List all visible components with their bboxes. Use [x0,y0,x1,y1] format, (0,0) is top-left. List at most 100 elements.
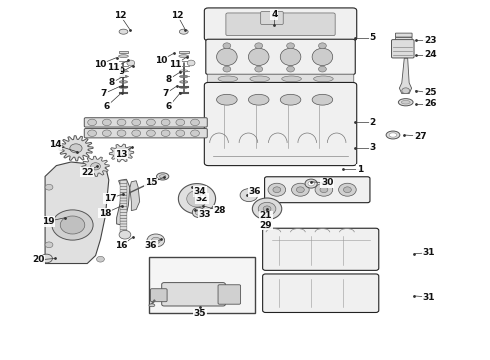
FancyBboxPatch shape [261,12,283,24]
Text: 34: 34 [194,187,206,196]
FancyBboxPatch shape [120,189,127,192]
Text: 3: 3 [369,143,375,152]
FancyBboxPatch shape [226,13,335,36]
Text: 5: 5 [369,33,375,42]
Ellipse shape [147,130,155,136]
Text: 36: 36 [248,187,261,196]
FancyBboxPatch shape [263,228,379,270]
Ellipse shape [282,76,301,82]
Polygon shape [178,184,216,214]
Ellipse shape [149,304,155,307]
Polygon shape [82,156,109,176]
Text: 10: 10 [154,56,167,65]
Circle shape [402,88,410,94]
Circle shape [45,184,53,190]
Ellipse shape [179,55,189,58]
FancyBboxPatch shape [120,215,127,218]
Circle shape [52,210,93,240]
Polygon shape [109,144,134,162]
FancyBboxPatch shape [120,212,127,215]
FancyBboxPatch shape [395,37,412,41]
Polygon shape [117,179,130,225]
Circle shape [151,237,160,244]
FancyBboxPatch shape [120,230,127,233]
Ellipse shape [217,94,237,105]
Ellipse shape [250,76,270,82]
Ellipse shape [132,130,141,136]
Circle shape [240,189,258,202]
Circle shape [258,202,276,215]
Text: 25: 25 [424,88,437,97]
Text: 15: 15 [145,178,157,187]
FancyBboxPatch shape [218,285,241,304]
Circle shape [45,242,53,248]
Text: 29: 29 [259,220,272,230]
FancyBboxPatch shape [120,201,127,204]
Ellipse shape [176,130,185,136]
Text: 20: 20 [32,256,45,264]
FancyBboxPatch shape [265,177,370,203]
Ellipse shape [179,29,188,34]
Text: 17: 17 [104,194,117,203]
Ellipse shape [401,100,410,104]
Ellipse shape [88,119,97,126]
Ellipse shape [312,94,333,105]
Ellipse shape [312,48,333,66]
Circle shape [119,230,131,239]
FancyBboxPatch shape [162,283,225,306]
Circle shape [262,216,272,223]
Polygon shape [45,162,109,264]
FancyBboxPatch shape [206,39,355,75]
Text: 16: 16 [115,241,128,250]
Circle shape [223,43,231,49]
Text: 33: 33 [198,210,211,219]
Ellipse shape [193,207,205,217]
Text: 8: 8 [166,75,172,84]
Text: 32: 32 [196,194,208,203]
FancyBboxPatch shape [207,74,354,84]
Ellipse shape [398,99,413,106]
Ellipse shape [191,130,199,136]
Text: 13: 13 [115,150,128,158]
Ellipse shape [147,119,155,126]
Ellipse shape [176,119,185,126]
FancyBboxPatch shape [392,40,414,58]
Text: 12: 12 [171,10,184,19]
Polygon shape [130,181,140,211]
Text: 2: 2 [369,118,375,127]
Circle shape [318,43,326,49]
Text: 27: 27 [414,132,427,140]
FancyBboxPatch shape [204,8,357,41]
Ellipse shape [117,119,126,126]
FancyBboxPatch shape [150,289,167,302]
Text: 26: 26 [424,99,437,108]
Text: 4: 4 [271,10,278,19]
FancyBboxPatch shape [120,227,127,230]
Circle shape [187,60,195,66]
Circle shape [320,187,328,193]
Ellipse shape [280,94,301,105]
Text: 22: 22 [81,167,94,176]
FancyBboxPatch shape [120,195,127,198]
FancyBboxPatch shape [120,181,127,184]
Text: 31: 31 [422,248,435,257]
FancyBboxPatch shape [149,257,255,313]
Text: 23: 23 [424,36,437,45]
FancyBboxPatch shape [120,207,127,210]
Ellipse shape [161,130,170,136]
Circle shape [255,43,263,49]
Ellipse shape [102,130,111,136]
Circle shape [287,43,294,49]
Circle shape [339,183,356,196]
FancyBboxPatch shape [263,274,379,312]
Circle shape [287,66,294,72]
FancyBboxPatch shape [120,221,127,224]
Circle shape [223,66,231,72]
Ellipse shape [248,48,269,66]
Circle shape [315,183,333,196]
FancyBboxPatch shape [120,192,127,195]
FancyBboxPatch shape [120,198,127,201]
FancyBboxPatch shape [395,33,412,37]
Circle shape [273,187,281,193]
Text: 10: 10 [94,60,107,69]
